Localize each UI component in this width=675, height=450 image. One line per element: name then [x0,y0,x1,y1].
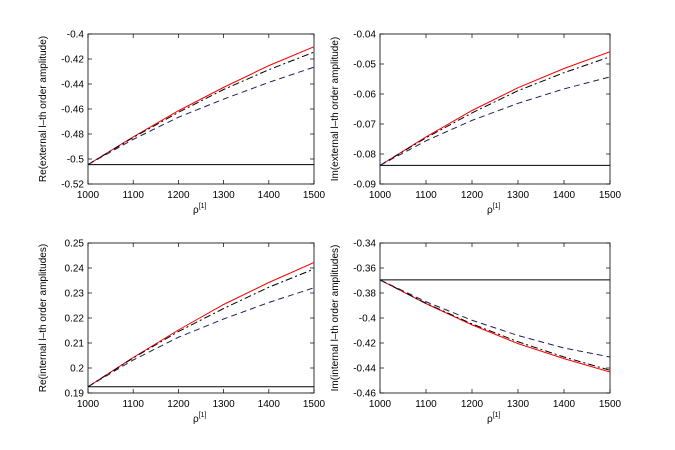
y-tick-label: -0.4 [67,30,85,41]
x-axis-label-base: ρ [487,414,493,425]
y-tick-label: -0.44 [353,364,376,375]
series-line-2 [88,268,314,388]
x-tick-label: 1500 [303,190,326,201]
y-tick-label: 0.23 [65,289,85,300]
x-tick-label: 1000 [77,190,100,201]
y-tick-label: 0.22 [65,314,85,325]
y-tick-label: -0.06 [353,90,376,101]
y-tick-label: -0.42 [353,339,376,350]
y-tick-label: -0.46 [353,389,376,400]
x-tick-label: 1200 [167,399,190,410]
x-axis-label-sup: [1] [199,203,207,210]
x-axis-label: ρ[1] [193,203,207,216]
y-tick-label: 0.25 [65,239,85,250]
y-tick-label: -0.52 [61,180,84,191]
x-axis-label: ρ[1] [487,203,501,216]
x-tick-label: 1300 [212,190,235,201]
x-tick-label: 1000 [369,399,392,410]
x-tick-label: 1500 [599,190,622,201]
x-axis-label-sup: [1] [493,412,501,419]
y-tick-label: -0.07 [353,120,376,131]
chart-panel-2: 1000 1100 1200 1300 1400 1500 -0.09 -0.08 -0.07 -… [330,30,622,217]
y-tick-label: -0.4 [359,314,377,325]
series-line-1 [88,262,314,388]
y-tick-label: -0.48 [61,130,84,141]
y-axis-label: Re(internal l–th order amplitudes) [38,244,49,392]
x-axis-label: ρ[1] [193,412,207,425]
y-tick-label: -0.46 [61,105,84,116]
x-tick-label: 1300 [507,399,530,410]
chart-panel-4: 1000 1100 1200 1300 1400 1500 -0.46 -0.44 -0.42 -… [330,239,622,426]
y-tick-label: -0.36 [353,264,376,275]
x-tick-label: 1400 [553,190,576,201]
x-axis-label-sup: [1] [199,412,207,419]
x-tick-label: 1100 [122,190,144,201]
y-tick-label: -0.38 [353,289,376,300]
y-tick-label: -0.05 [353,60,376,71]
x-axis-label-base: ρ [487,205,493,216]
series-line-1 [88,46,314,166]
series-line-3 [380,76,610,166]
x-axis-label-sup: [1] [493,203,501,210]
x-tick-label: 1200 [461,190,484,201]
y-tick-label: -0.42 [61,55,84,66]
y-tick-label: 0.19 [65,389,85,400]
series-line-3 [380,279,610,358]
x-axis-label-base: ρ [193,414,199,425]
x-tick-label: 1000 [369,190,392,201]
x-tick-label: 1100 [122,399,144,410]
x-tick-label: 1200 [461,399,484,410]
y-tick-label: -0.09 [353,180,376,191]
y-tick-label: -0.5 [67,155,85,166]
series-line-2 [380,279,610,371]
x-tick-label: 1100 [415,399,437,410]
series-line-1 [380,279,610,373]
y-axis-label: Re(external l–th order amplitude) [38,36,49,182]
y-tick-label: 0.21 [65,339,85,350]
chart-panel-1: 1000 1100 1200 1300 1400 1500 -0.52 -0.5 -0.48 -0… [38,30,326,217]
y-axis-label: Im(external l–th order amplitude) [330,37,341,182]
plot-frame [379,33,611,185]
y-tick-label: -0.34 [353,239,376,250]
y-tick-label: 0.2 [70,364,84,375]
y-tick-label: -0.44 [61,80,84,91]
series-line-3 [88,66,314,166]
x-tick-label: 1400 [553,399,576,410]
y-tick-label: -0.04 [353,30,376,41]
x-tick-label: 1400 [258,399,281,410]
series-line-1 [380,51,610,166]
y-tick-label: 0.24 [65,264,85,275]
chart-panel-3: 1000 1100 1200 1300 1400 1500 0.19 0.2 0.21 0.22 0… [38,239,326,426]
series-line-2 [88,51,314,166]
y-axis-label: Im(internal l–th order amplitudes) [330,245,341,392]
series-line-2 [380,56,610,166]
x-tick-label: 1300 [212,399,235,410]
x-tick-label: 1500 [303,399,326,410]
x-tick-label: 1400 [258,190,281,201]
y-tick-label: -0.08 [353,150,376,161]
series-line-3 [88,287,314,388]
x-tick-label: 1000 [77,399,100,410]
x-axis-label: ρ[1] [487,412,501,425]
x-axis-label-base: ρ [193,205,199,216]
x-tick-label: 1100 [415,190,437,201]
x-tick-label: 1500 [599,399,622,410]
x-tick-label: 1300 [507,190,530,201]
x-tick-label: 1200 [167,190,190,201]
